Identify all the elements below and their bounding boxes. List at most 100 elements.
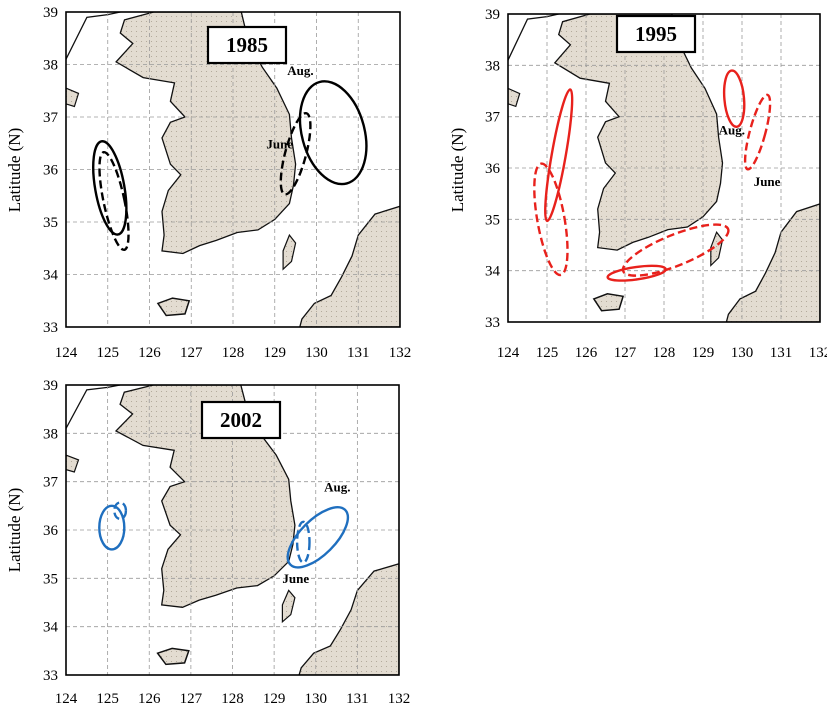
- x-tick-label: 129: [263, 691, 286, 707]
- x-tick-label: 131: [347, 345, 370, 361]
- y-axis-label: Latitude (N): [5, 128, 24, 213]
- x-tick-label: 128: [653, 345, 676, 361]
- korean-peninsula-landmass: [114, 385, 296, 608]
- china-coastline: [66, 385, 121, 429]
- y-tick-label: 38: [43, 426, 58, 442]
- year-title: 1995: [635, 22, 677, 46]
- month-label: June: [282, 571, 309, 586]
- y-tick-label: 39: [43, 5, 58, 21]
- x-tick-label: 124: [497, 345, 520, 361]
- x-tick-label: 131: [770, 345, 793, 361]
- y-tick-label: 36: [43, 523, 59, 539]
- y-tick-label: 34: [485, 264, 501, 280]
- y-tick-label: 35: [43, 571, 58, 587]
- map-frame: [65, 11, 401, 328]
- month-label: Aug.: [287, 63, 313, 78]
- region-ellipse-august: [298, 80, 368, 186]
- tsushima-island: [281, 589, 296, 624]
- x-tick-label: 125: [97, 345, 120, 361]
- month-label: June: [266, 137, 293, 152]
- korean-peninsula-landmass: [553, 14, 724, 251]
- region-ellipse-june: [113, 501, 128, 521]
- y-axis-label: Latitude (N): [5, 488, 24, 573]
- region-ellipse-august: [544, 88, 574, 223]
- region-ellipse-august: [722, 69, 746, 129]
- y-tick-label: 34: [43, 620, 59, 636]
- region-ellipse-june: [295, 520, 311, 564]
- year-title: 1985: [226, 33, 268, 57]
- region-ellipse-june: [533, 162, 569, 277]
- japan-landmass: [299, 205, 400, 327]
- china-coastline: [508, 14, 559, 61]
- x-tick-label: 125: [536, 345, 559, 361]
- month-label: June: [754, 174, 781, 189]
- region-ellipse-august: [286, 506, 350, 569]
- x-tick-label: 132: [389, 345, 412, 361]
- japan-landmass: [725, 203, 820, 322]
- jeju-island: [156, 647, 190, 666]
- x-tick-label: 131: [346, 691, 369, 707]
- y-tick-label: 35: [43, 215, 58, 231]
- x-tick-label: 124: [55, 691, 78, 707]
- tsushima-island: [282, 233, 297, 271]
- x-tick-label: 125: [96, 691, 119, 707]
- x-tick-label: 130: [305, 691, 328, 707]
- x-tick-label: 132: [388, 691, 411, 707]
- y-tick-label: 34: [43, 268, 59, 284]
- y-tick-label: 38: [43, 58, 58, 74]
- y-tick-label: 39: [485, 7, 500, 23]
- japan-landmass: [298, 563, 399, 675]
- y-tick-label: 39: [43, 378, 58, 394]
- shandong-coastline: [66, 454, 80, 473]
- y-tick-label: 33: [485, 315, 500, 331]
- region-ellipse-august: [92, 140, 128, 236]
- month-label: Aug.: [324, 479, 350, 494]
- year-title-box: [615, 14, 697, 54]
- shandong-coastline: [66, 87, 80, 108]
- region-ellipse-june: [743, 93, 772, 171]
- x-tick-label: 124: [55, 345, 78, 361]
- region-ellipse-june: [98, 150, 130, 252]
- x-tick-label: 129: [264, 345, 287, 361]
- y-tick-label: 36: [485, 161, 501, 177]
- map-frame: [507, 13, 821, 323]
- korean-peninsula-landmass: [115, 12, 297, 255]
- x-tick-label: 126: [575, 345, 598, 361]
- y-tick-label: 33: [43, 668, 58, 684]
- x-tick-label: 126: [138, 345, 161, 361]
- map-frame: [65, 384, 400, 676]
- y-tick-label: 37: [485, 110, 501, 126]
- year-title-box: [206, 25, 288, 65]
- month-label: Aug.: [719, 123, 745, 138]
- map-panel-1995: Aug. June 1995 124 125 126 127 128 129 130 131 132 3…: [448, 7, 827, 361]
- y-axis-label: Latitude (N): [448, 128, 467, 213]
- x-tick-label: 127: [614, 345, 637, 361]
- year-title: 2002: [220, 408, 262, 432]
- x-tick-label: 128: [222, 345, 245, 361]
- x-tick-label: 126: [138, 691, 161, 707]
- china-coastline: [66, 12, 121, 60]
- y-tick-label: 35: [485, 212, 500, 228]
- y-tick-label: 36: [43, 163, 59, 179]
- x-tick-label: 127: [180, 345, 203, 361]
- y-tick-label: 37: [43, 475, 59, 491]
- map-panel-1985: Aug. June 1985 124 125 126 127 128 129 130 131 132 3…: [5, 5, 411, 361]
- map-panel-2002: Aug. June 2002 124 125 126 127 128 129 130 131 132 3…: [5, 378, 410, 707]
- x-tick-label: 127: [180, 691, 203, 707]
- x-tick-label: 129: [692, 345, 715, 361]
- y-tick-label: 37: [43, 110, 59, 126]
- x-tick-label: 128: [221, 691, 244, 707]
- y-tick-label: 33: [43, 320, 58, 336]
- region-ellipse-june: [279, 111, 312, 196]
- x-tick-label: 132: [809, 345, 827, 361]
- x-tick-label: 130: [731, 345, 754, 361]
- jeju-island: [156, 297, 191, 317]
- jeju-island: [592, 293, 625, 312]
- region-ellipse-august: [98, 504, 126, 551]
- year-title-box: [200, 400, 282, 440]
- region-ellipse-june: [621, 223, 730, 277]
- shandong-coastline: [508, 87, 521, 108]
- y-tick-label: 38: [485, 58, 500, 74]
- x-tick-label: 130: [305, 345, 328, 361]
